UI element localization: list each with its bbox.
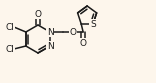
Text: O: O (34, 9, 41, 19)
Text: O: O (70, 27, 77, 37)
Text: N: N (47, 27, 54, 37)
Text: O: O (80, 39, 87, 47)
Text: N: N (47, 42, 54, 50)
Text: Cl: Cl (5, 22, 14, 32)
Text: S: S (90, 20, 96, 29)
Text: Cl: Cl (5, 44, 14, 54)
